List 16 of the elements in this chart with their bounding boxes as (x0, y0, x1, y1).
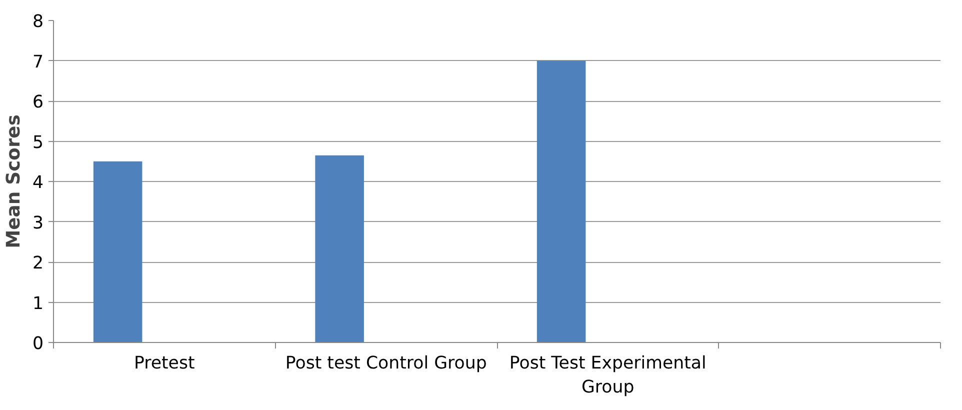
bar (315, 155, 364, 342)
x-tick-label: Post Test Experimental Group (509, 354, 706, 398)
y-tick-label: 3 (32, 213, 44, 234)
y-tick-label: 8 (32, 12, 44, 32)
y-tick-label: 6 (32, 92, 44, 112)
y-tick-label: 1 (32, 294, 44, 314)
y-tick-label: 4 (32, 173, 44, 193)
y-tick-label: 0 (32, 334, 44, 354)
x-tick-label: Post test Control Group (285, 354, 487, 374)
y-axis-title: Mean Scores (3, 114, 24, 248)
y-tick-label: 2 (32, 254, 44, 274)
bar (93, 161, 142, 342)
bar (536, 60, 586, 342)
y-tick-label: 7 (32, 52, 44, 72)
y-tick-label: 5 (32, 132, 44, 153)
x-tick-label: Pretest (134, 354, 195, 374)
